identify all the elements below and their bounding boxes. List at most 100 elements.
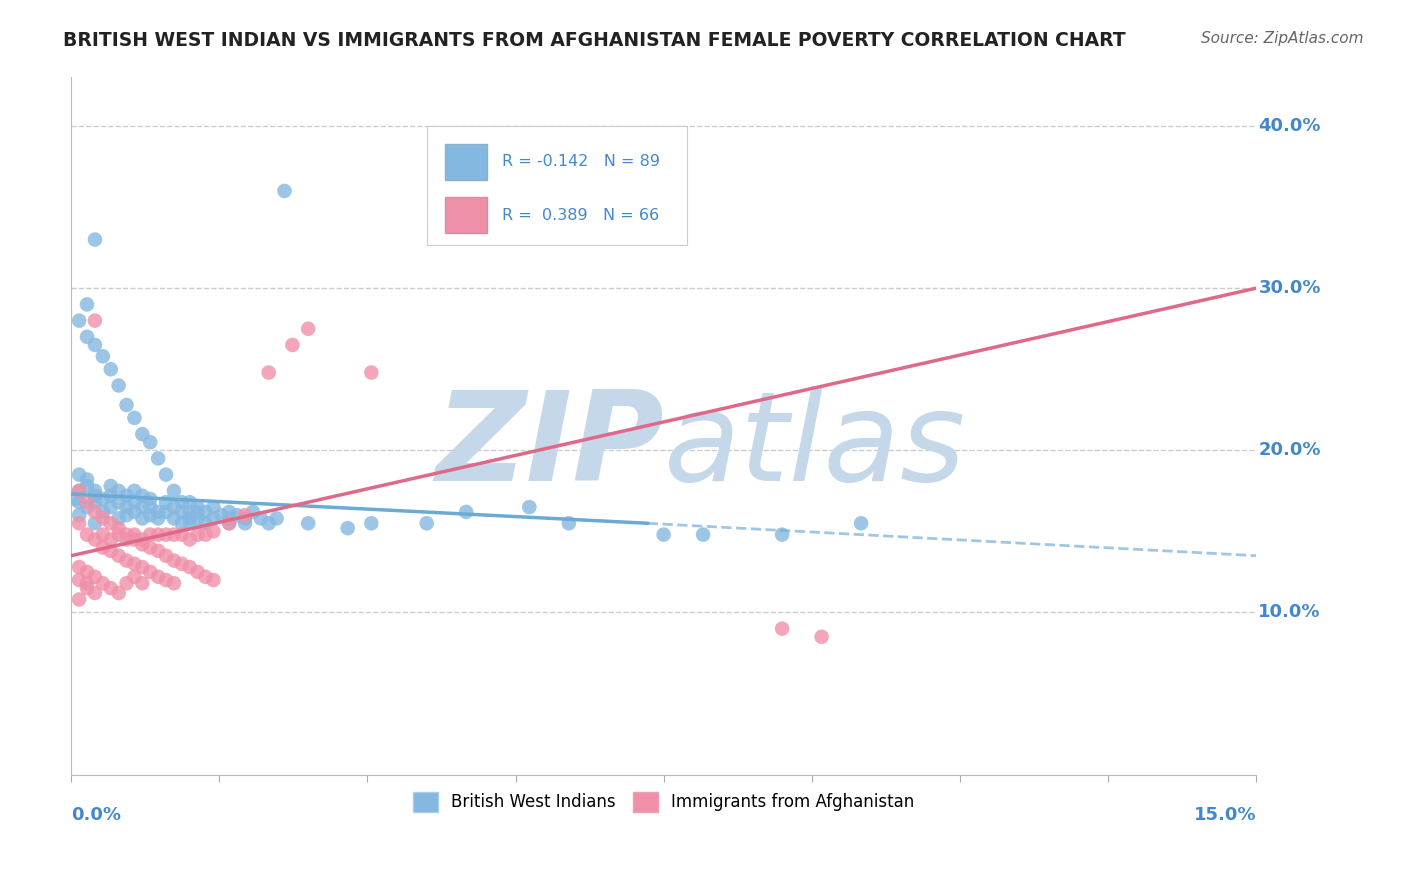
Point	[131, 537, 153, 551]
Point	[67, 467, 90, 482]
Text: 30.0%: 30.0%	[1258, 279, 1320, 297]
Point	[218, 511, 240, 525]
Point	[76, 576, 98, 591]
Point	[115, 576, 138, 591]
Point	[131, 533, 153, 547]
Point	[179, 511, 201, 525]
Point	[107, 527, 129, 541]
Point	[76, 500, 98, 514]
Point	[100, 362, 122, 376]
Point	[107, 521, 129, 535]
Point	[266, 511, 288, 525]
Text: atlas: atlas	[664, 386, 966, 508]
Point	[179, 505, 201, 519]
Point	[692, 527, 714, 541]
Point	[91, 491, 114, 506]
Point	[155, 573, 177, 587]
Point	[187, 565, 209, 579]
Text: 15.0%: 15.0%	[1194, 806, 1256, 824]
Point	[179, 560, 201, 574]
Point	[849, 516, 872, 531]
Point	[115, 398, 138, 412]
Text: 40.0%: 40.0%	[1258, 117, 1320, 135]
Point	[67, 313, 90, 327]
Point	[100, 479, 122, 493]
Point	[76, 297, 98, 311]
Point	[100, 581, 122, 595]
Point	[194, 527, 217, 541]
Point	[131, 576, 153, 591]
Point	[170, 495, 193, 509]
Point	[170, 516, 193, 531]
Point	[146, 511, 169, 525]
Point	[163, 483, 186, 498]
Point	[163, 576, 186, 591]
Point	[179, 516, 201, 531]
Point	[131, 489, 153, 503]
Point	[124, 483, 146, 498]
Point	[67, 495, 90, 509]
Point	[155, 549, 177, 563]
Point	[107, 483, 129, 498]
Point	[107, 378, 129, 392]
Point	[209, 508, 232, 523]
Point	[558, 516, 581, 531]
Point	[84, 533, 107, 547]
Point	[163, 500, 186, 514]
Point	[84, 516, 107, 531]
Point	[67, 508, 90, 523]
Point	[146, 570, 169, 584]
Point	[257, 366, 280, 380]
Point	[297, 322, 319, 336]
Point	[194, 505, 217, 519]
Point	[107, 495, 129, 509]
Point	[107, 586, 129, 600]
Point	[257, 516, 280, 531]
Text: Source: ZipAtlas.com: Source: ZipAtlas.com	[1201, 31, 1364, 46]
Point	[187, 527, 209, 541]
Point	[63, 491, 86, 506]
Point	[517, 500, 540, 514]
Point	[163, 511, 186, 525]
Point	[155, 495, 177, 509]
Point	[91, 541, 114, 555]
Point	[107, 511, 129, 525]
Point	[233, 511, 256, 525]
Point	[360, 366, 382, 380]
Point	[76, 565, 98, 579]
Point	[139, 500, 162, 514]
Point	[124, 527, 146, 541]
Point	[115, 489, 138, 503]
Point	[415, 516, 437, 531]
Point	[218, 516, 240, 531]
Point	[84, 586, 107, 600]
Point	[84, 313, 107, 327]
Point	[155, 467, 177, 482]
Point	[100, 533, 122, 547]
Point	[233, 516, 256, 531]
Point	[84, 483, 107, 498]
Point	[218, 516, 240, 531]
Point	[202, 500, 225, 514]
Point	[163, 527, 186, 541]
Point	[84, 495, 107, 509]
Point	[67, 483, 90, 498]
Point	[131, 500, 153, 514]
Point	[91, 349, 114, 363]
Point	[242, 505, 264, 519]
Point	[67, 573, 90, 587]
Point	[100, 516, 122, 531]
Point	[456, 505, 478, 519]
Point	[107, 549, 129, 563]
Point	[76, 330, 98, 344]
Point	[218, 505, 240, 519]
Point	[91, 505, 114, 519]
Point	[202, 511, 225, 525]
Text: BRITISH WEST INDIAN VS IMMIGRANTS FROM AFGHANISTAN FEMALE POVERTY CORRELATION CH: BRITISH WEST INDIAN VS IMMIGRANTS FROM A…	[63, 31, 1126, 50]
Point	[770, 527, 793, 541]
Point	[163, 553, 186, 567]
Point	[84, 489, 107, 503]
Point	[194, 570, 217, 584]
Point	[91, 527, 114, 541]
Point	[146, 527, 169, 541]
